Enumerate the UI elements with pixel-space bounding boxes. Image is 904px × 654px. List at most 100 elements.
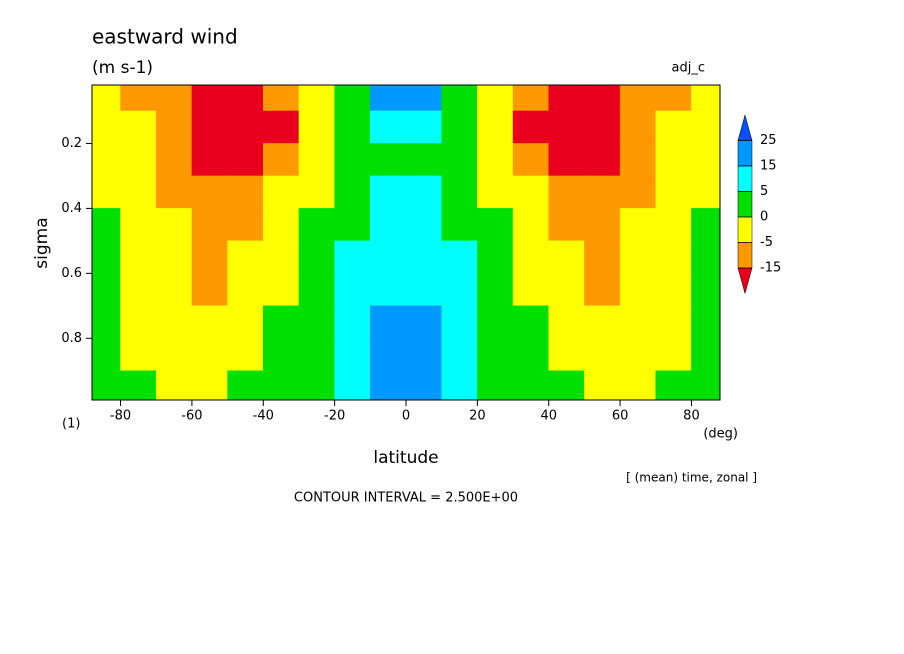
colorbar-label: -15	[760, 261, 781, 276]
field-cell	[227, 143, 265, 177]
field-cell	[263, 240, 300, 275]
colorbar-band	[737, 140, 753, 167]
colorbar-label: 15	[760, 159, 777, 174]
field-cell	[227, 338, 265, 372]
field-cell	[298, 85, 336, 112]
field-cell	[120, 143, 157, 177]
field-cell	[298, 110, 336, 145]
field-cell	[405, 85, 443, 112]
field-cell	[655, 143, 693, 177]
field-cell	[548, 305, 586, 340]
contour-note: CONTOUR INTERVAL = 2.500E+00	[294, 491, 518, 506]
field-cell	[155, 143, 193, 177]
field-cell	[370, 110, 407, 145]
chart-title: eastward wind	[92, 25, 238, 49]
field-cell	[155, 370, 193, 400]
field-cell	[655, 305, 693, 340]
field-cell	[691, 110, 720, 145]
field-cell	[263, 143, 300, 177]
field-cell	[619, 370, 657, 400]
field-cell	[334, 175, 372, 210]
field-cell	[655, 110, 693, 145]
field-cell	[298, 305, 336, 340]
field-cell	[370, 305, 407, 340]
colorbar-label: 5	[760, 184, 768, 199]
field-cell	[92, 305, 122, 340]
field-cell	[512, 208, 550, 242]
field-cell	[227, 305, 265, 340]
field-cell	[92, 175, 122, 210]
field-cell	[334, 208, 372, 242]
field-cell	[584, 175, 621, 210]
field-cell	[619, 208, 657, 242]
field-cell	[619, 273, 657, 307]
field-cell	[477, 110, 514, 145]
field-cell	[263, 338, 300, 372]
field-cell	[512, 305, 550, 340]
field-cell	[298, 370, 336, 400]
field-cell	[619, 110, 657, 145]
y-tick-label: 0.4	[61, 201, 82, 216]
field-cell	[155, 338, 193, 372]
field-cell	[370, 175, 407, 210]
field-cell	[691, 208, 720, 242]
field-cell	[477, 208, 514, 242]
x-tick-label: -60	[181, 409, 202, 424]
x-tick-label: -20	[324, 409, 345, 424]
field-cell	[92, 208, 122, 242]
field-cell	[370, 143, 407, 177]
field-cell	[334, 240, 372, 275]
field-cell	[298, 208, 336, 242]
field-cell	[619, 240, 657, 275]
field-cell	[584, 370, 621, 400]
field-cell	[370, 370, 407, 400]
field-cell	[120, 175, 157, 210]
field-cell	[155, 273, 193, 307]
field-cell	[548, 370, 586, 400]
field-cell	[227, 273, 265, 307]
field-cell	[334, 110, 372, 145]
field-cell	[370, 85, 407, 112]
field-cell	[584, 208, 621, 242]
x-axis-label: latitude	[373, 448, 438, 468]
field-cell	[298, 240, 336, 275]
field-cell	[512, 85, 550, 112]
field-cell	[92, 143, 122, 177]
field-cell	[227, 175, 265, 210]
field-cell	[655, 85, 693, 112]
field-cell	[298, 143, 336, 177]
field-cell	[298, 338, 336, 372]
field-cell	[405, 143, 443, 177]
field-cell	[691, 273, 720, 307]
field-cell	[370, 240, 407, 275]
field-cell	[691, 240, 720, 275]
field-cell	[120, 208, 157, 242]
field-cell	[619, 143, 657, 177]
field-cell	[405, 208, 443, 242]
field-cell	[370, 273, 407, 307]
field-cell	[191, 273, 229, 307]
field-cell	[263, 208, 300, 242]
field-cell	[548, 110, 586, 145]
field-cell	[227, 240, 265, 275]
field-cell	[263, 305, 300, 340]
field-cell	[655, 240, 693, 275]
field-cell	[691, 143, 720, 177]
field-cell	[619, 338, 657, 372]
field-cell	[191, 110, 229, 145]
field-cell	[92, 85, 122, 112]
field-cell	[441, 338, 479, 372]
field-cell	[370, 338, 407, 372]
field-cell	[477, 175, 514, 210]
field-cell	[191, 208, 229, 242]
field-cell	[405, 110, 443, 145]
field-cell	[477, 240, 514, 275]
field-cell	[619, 85, 657, 112]
field-cell	[691, 175, 720, 210]
field-cell	[405, 305, 443, 340]
field-cell	[441, 143, 479, 177]
field-cell	[441, 110, 479, 145]
field-cell	[298, 273, 336, 307]
field-cell	[405, 240, 443, 275]
field-cell	[619, 175, 657, 210]
